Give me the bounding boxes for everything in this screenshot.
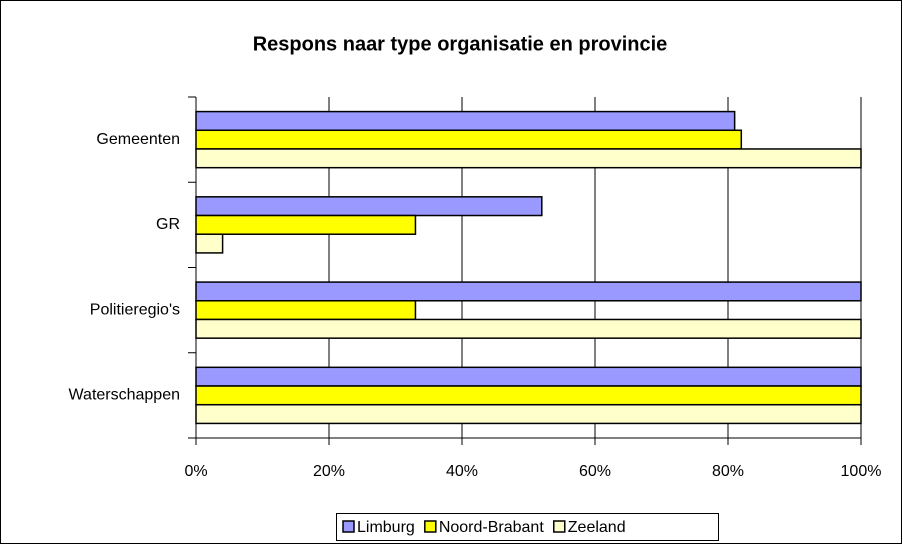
y-tick-label: GR [156,216,180,233]
bar [195,403,862,425]
bar [195,366,862,387]
bar [195,129,743,150]
x-tick-label: 0% [184,463,207,480]
bar [195,281,862,302]
bar [195,318,862,339]
legend-label: Limburg [357,519,415,536]
legend-swatch [342,520,355,533]
legend-label: Zeeland [568,519,626,536]
bar [195,110,736,132]
chart-title: Respons naar type organisatie en provinc… [253,33,668,55]
legend-label: Noord-Brabant [439,519,545,536]
bar [195,214,417,235]
y-tick-label: Politieregio's [90,301,180,318]
legend-swatch [553,520,566,533]
legend-swatch [424,520,437,533]
legend-box [336,513,719,541]
y-tick-label: Gemeenten [96,131,180,148]
x-tick-label: 100% [841,463,882,480]
x-tick-label: 40% [446,463,478,480]
y-tick-label: Waterschappen [69,387,180,404]
x-tick-label: 60% [579,463,611,480]
x-tick-label: 20% [313,463,345,480]
bar [195,300,417,321]
bar [195,233,224,254]
bar [195,385,862,406]
bar [195,148,862,169]
bar [195,196,543,217]
x-tick-label: 80% [712,463,744,480]
